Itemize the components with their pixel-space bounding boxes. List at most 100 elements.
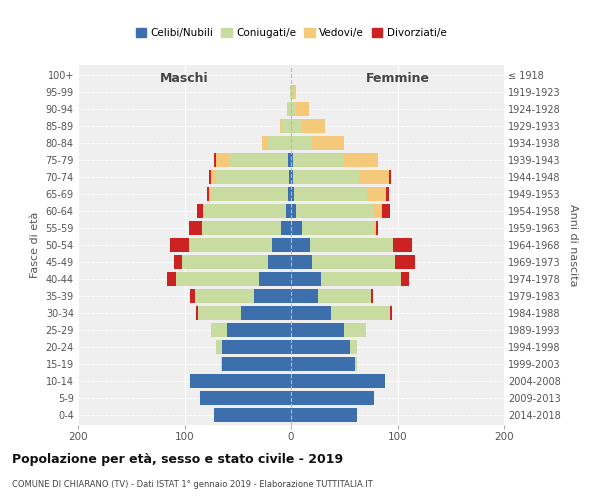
Bar xyxy=(321,272,401,286)
Bar xyxy=(211,323,227,337)
Bar xyxy=(214,153,217,167)
Bar xyxy=(199,306,241,320)
Bar xyxy=(386,187,389,201)
Bar xyxy=(367,187,386,201)
Bar xyxy=(195,289,254,303)
Bar xyxy=(190,289,195,303)
Bar xyxy=(291,153,293,167)
Bar xyxy=(291,221,302,235)
Bar xyxy=(344,153,379,167)
Bar xyxy=(291,374,385,388)
Bar xyxy=(290,85,291,99)
Text: Popolazione per età, sesso e stato civile - 2019: Popolazione per età, sesso e stato civil… xyxy=(12,452,343,466)
Bar xyxy=(291,289,317,303)
Bar xyxy=(197,204,203,218)
Y-axis label: Fasce di età: Fasce di età xyxy=(30,212,40,278)
Bar xyxy=(268,255,291,269)
Bar xyxy=(302,119,325,133)
Bar xyxy=(262,136,268,150)
Bar xyxy=(288,153,291,167)
Bar xyxy=(259,272,291,286)
Bar xyxy=(281,221,291,235)
Bar xyxy=(296,204,373,218)
Bar xyxy=(395,255,415,269)
Bar xyxy=(291,136,313,150)
Bar xyxy=(291,255,313,269)
Bar xyxy=(214,408,291,422)
Bar xyxy=(291,391,374,405)
Bar xyxy=(293,85,296,99)
Bar xyxy=(317,289,371,303)
Bar xyxy=(189,238,272,252)
Bar xyxy=(291,340,350,354)
Bar xyxy=(291,306,331,320)
Bar xyxy=(291,272,321,286)
Bar xyxy=(291,323,344,337)
Bar xyxy=(289,170,291,184)
Bar xyxy=(196,306,199,320)
Bar xyxy=(291,170,293,184)
Bar xyxy=(371,289,373,303)
Bar xyxy=(170,238,189,252)
Bar xyxy=(350,340,357,354)
Bar xyxy=(189,221,202,235)
Bar xyxy=(291,238,310,252)
Bar xyxy=(182,255,268,269)
Bar xyxy=(291,85,293,99)
Bar xyxy=(227,323,291,337)
Bar xyxy=(401,272,409,286)
Bar xyxy=(217,170,289,184)
Bar xyxy=(294,187,367,201)
Bar xyxy=(241,306,291,320)
Bar xyxy=(203,204,286,218)
Bar xyxy=(286,204,291,218)
Bar xyxy=(202,221,281,235)
Bar xyxy=(190,374,291,388)
Bar xyxy=(291,408,357,422)
Bar xyxy=(167,272,176,286)
Bar xyxy=(359,170,389,184)
Bar xyxy=(222,357,291,371)
Bar xyxy=(272,238,291,252)
Bar xyxy=(313,136,344,150)
Bar xyxy=(280,119,283,133)
Bar xyxy=(217,153,229,167)
Text: Femmine: Femmine xyxy=(365,72,430,85)
Bar xyxy=(211,170,217,184)
Bar xyxy=(209,187,211,201)
Bar xyxy=(229,153,288,167)
Bar xyxy=(393,238,412,252)
Text: Maschi: Maschi xyxy=(160,72,209,85)
Bar xyxy=(291,187,294,201)
Bar xyxy=(288,187,291,201)
Y-axis label: Anni di nascita: Anni di nascita xyxy=(568,204,578,286)
Bar xyxy=(382,204,390,218)
Bar xyxy=(254,289,291,303)
Bar xyxy=(209,170,211,184)
Bar xyxy=(291,204,296,218)
Bar xyxy=(302,221,374,235)
Bar xyxy=(374,221,376,235)
Bar xyxy=(291,119,302,133)
Legend: Celibi/Nubili, Coniugati/e, Vedovi/e, Divorziati/e: Celibi/Nubili, Coniugati/e, Vedovi/e, Di… xyxy=(131,24,451,42)
Bar xyxy=(293,170,359,184)
Bar xyxy=(291,357,355,371)
Bar xyxy=(268,136,291,150)
Bar xyxy=(221,357,222,371)
Bar xyxy=(390,306,392,320)
Bar xyxy=(207,187,209,201)
Bar xyxy=(344,323,365,337)
Bar xyxy=(313,255,395,269)
Bar xyxy=(176,272,259,286)
Text: COMUNE DI CHIARANO (TV) - Dati ISTAT 1° gennaio 2019 - Elaborazione TUTTITALIA.I: COMUNE DI CHIARANO (TV) - Dati ISTAT 1° … xyxy=(12,480,373,489)
Bar xyxy=(373,204,382,218)
Bar xyxy=(355,357,357,371)
Bar xyxy=(296,102,309,116)
Bar xyxy=(217,340,222,354)
Bar xyxy=(310,238,393,252)
Bar xyxy=(200,391,291,405)
Bar xyxy=(293,153,344,167)
Bar xyxy=(211,187,288,201)
Bar xyxy=(174,255,182,269)
Bar xyxy=(222,340,291,354)
